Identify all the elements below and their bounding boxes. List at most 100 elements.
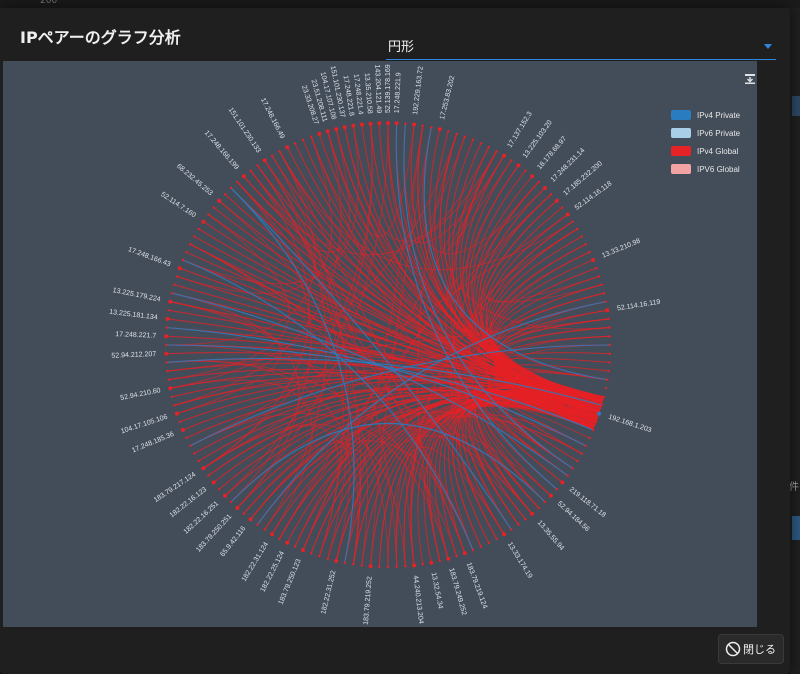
node-marker[interactable]: [554, 198, 559, 203]
node-dot[interactable]: [173, 283, 176, 286]
node-dot[interactable]: [193, 452, 196, 455]
node-dot[interactable]: [223, 193, 227, 196]
node-dot[interactable]: [165, 326, 168, 329]
node-dot[interactable]: [301, 138, 305, 142]
node-marker[interactable]: [270, 532, 274, 537]
node-dot[interactable]: [386, 565, 390, 569]
node-dot[interactable]: [173, 404, 176, 407]
node-dot[interactable]: [326, 557, 329, 560]
node-dot[interactable]: [236, 180, 239, 184]
node-dot[interactable]: [555, 488, 558, 491]
node-dot[interactable]: [566, 474, 569, 477]
download-image-button[interactable]: [745, 69, 755, 84]
node-marker[interactable]: [342, 125, 347, 130]
node-dot[interactable]: [510, 528, 513, 531]
node-dot[interactable]: [600, 404, 603, 407]
node-marker[interactable]: [325, 129, 330, 134]
node-dot[interactable]: [256, 523, 259, 526]
node-dot[interactable]: [249, 169, 252, 172]
legend-item-ipv4-global[interactable]: IPv4 Global: [671, 142, 740, 160]
node-dot[interactable]: [270, 154, 274, 157]
node-dot[interactable]: [218, 488, 221, 491]
node-marker[interactable]: [164, 351, 169, 356]
node-dot[interactable]: [278, 537, 281, 540]
node-dot[interactable]: [584, 444, 587, 447]
node-dot[interactable]: [576, 227, 579, 231]
node-marker[interactable]: [285, 145, 290, 150]
node-dot[interactable]: [310, 552, 313, 555]
node-marker[interactable]: [591, 258, 596, 262]
node-dot[interactable]: [608, 361, 611, 364]
node-dot[interactable]: [352, 563, 355, 566]
node-dot[interactable]: [278, 150, 281, 153]
node-marker[interactable]: [462, 551, 467, 556]
node-marker[interactable]: [502, 532, 506, 537]
node-dot[interactable]: [463, 135, 466, 138]
node-marker[interactable]: [516, 163, 521, 168]
legend-item-ipv6-global[interactable]: IPV6 Global: [671, 160, 740, 178]
node-dot[interactable]: [404, 122, 407, 125]
node-dot[interactable]: [421, 124, 424, 127]
node-dot[interactable]: [310, 135, 313, 138]
node-marker[interactable]: [285, 540, 290, 545]
node-dot[interactable]: [543, 500, 547, 504]
node-dot[interactable]: [170, 395, 174, 398]
node-dot[interactable]: [447, 130, 450, 133]
node-marker[interactable]: [334, 558, 339, 563]
node-dot[interactable]: [604, 387, 607, 390]
node-marker[interactable]: [549, 493, 553, 498]
node-dot[interactable]: [178, 420, 181, 423]
node-dot[interactable]: [185, 436, 188, 440]
node-marker[interactable]: [164, 334, 169, 339]
node-dot[interactable]: [293, 142, 297, 145]
node-marker[interactable]: [429, 560, 434, 565]
node-dot[interactable]: [607, 369, 610, 373]
node-dot[interactable]: [600, 283, 603, 286]
node-dot[interactable]: [487, 541, 490, 544]
node-dot[interactable]: [584, 243, 587, 246]
node-dot[interactable]: [360, 564, 364, 567]
node-marker[interactable]: [543, 186, 547, 190]
node-marker[interactable]: [201, 466, 206, 471]
node-dot[interactable]: [378, 565, 381, 568]
node-marker[interactable]: [359, 122, 364, 127]
node-marker[interactable]: [377, 121, 382, 126]
node-marker[interactable]: [502, 153, 506, 158]
node-dot[interactable]: [455, 554, 458, 558]
node-dot[interactable]: [580, 452, 583, 455]
legend-item-ipv6-private[interactable]: IPv6 Private: [671, 124, 740, 142]
node-marker[interactable]: [386, 121, 390, 125]
node-dot[interactable]: [524, 518, 527, 521]
node-marker[interactable]: [412, 122, 417, 127]
node-dot[interactable]: [591, 428, 595, 432]
node-marker[interactable]: [530, 174, 535, 179]
node-marker[interactable]: [597, 411, 602, 416]
chevron-down-icon[interactable]: [764, 44, 772, 49]
node-dot[interactable]: [471, 138, 475, 142]
node-dot[interactable]: [537, 180, 540, 184]
node-dot[interactable]: [471, 548, 475, 552]
node-dot[interactable]: [164, 343, 168, 347]
node-marker[interactable]: [174, 411, 179, 416]
node-dot[interactable]: [595, 267, 598, 270]
node-dot[interactable]: [430, 126, 433, 129]
node-dot[interactable]: [318, 554, 321, 558]
node-marker[interactable]: [368, 121, 373, 126]
node-marker[interactable]: [168, 386, 173, 391]
node-dot[interactable]: [166, 369, 169, 373]
node-dot[interactable]: [479, 142, 483, 145]
node-dot[interactable]: [193, 235, 196, 238]
node-dot[interactable]: [602, 395, 606, 398]
node-dot[interactable]: [608, 335, 611, 338]
node-dot[interactable]: [212, 206, 215, 209]
node-dot[interactable]: [189, 444, 192, 447]
node-dot[interactable]: [604, 300, 607, 303]
node-dot[interactable]: [167, 378, 170, 381]
node-marker[interactable]: [235, 506, 240, 510]
node-dot[interactable]: [608, 326, 611, 329]
node-marker[interactable]: [180, 428, 185, 432]
node-dot[interactable]: [421, 563, 424, 566]
node-dot[interactable]: [561, 206, 564, 209]
node-dot[interactable]: [229, 186, 233, 190]
node-dot[interactable]: [207, 213, 210, 216]
